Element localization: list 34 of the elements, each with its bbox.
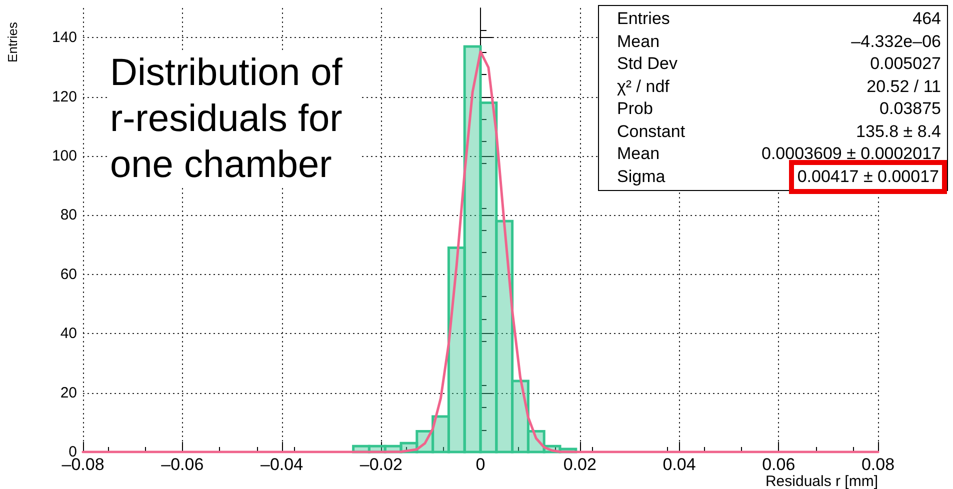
annotation: Entries <box>617 8 670 30</box>
annotation: 20.52 / 11 <box>866 76 941 98</box>
y-tick-label: 40 <box>60 325 77 342</box>
annotation: Mean <box>617 143 660 165</box>
y-tick-label: 100 <box>52 148 77 164</box>
y-tick-label: 60 <box>60 266 77 283</box>
annotation: Distribution of r-residuals for one chamber <box>110 50 362 188</box>
annotation: Sigma <box>617 166 666 188</box>
x-tick-label: –0.02 <box>360 455 402 474</box>
x-tick-label: –0.04 <box>260 455 304 474</box>
annotation: Constant <box>617 120 686 142</box>
annotation: Std Dev <box>617 53 678 75</box>
text: 0.03875 <box>880 98 941 120</box>
x-tick-label: 0.08 <box>861 455 895 474</box>
annotation: 0.005027 <box>870 53 941 75</box>
y-tick-label: 120 <box>52 88 77 106</box>
x-tick-label: 0 <box>476 455 486 474</box>
x-tick-label: –0.06 <box>161 455 204 474</box>
annotation: 0.0003609 ± 0.0002017 <box>762 143 941 165</box>
annotation: 0.00417 ± 0.00017 <box>795 166 941 188</box>
y-tick-label: 140 <box>52 29 77 46</box>
x-tick-label: 0.06 <box>762 455 796 474</box>
annotation: –4.332e–06 <box>851 30 941 52</box>
annotation: Mean <box>617 30 660 52</box>
annotation: χ² / ndf <box>617 76 670 98</box>
x-tick-label: 0.04 <box>662 455 696 474</box>
y-tick-label: 80 <box>60 206 77 224</box>
text: 464 <box>912 8 941 30</box>
y-axis-title: Entries <box>5 22 20 62</box>
x-axis-title: Residuals r [mm] <box>765 473 878 489</box>
annotation: 135.8 ± 8.4 <box>856 120 941 142</box>
y-tick-label: 20 <box>60 384 77 402</box>
annotation: Prob <box>617 98 653 120</box>
x-tick-label: 0.02 <box>563 455 596 474</box>
